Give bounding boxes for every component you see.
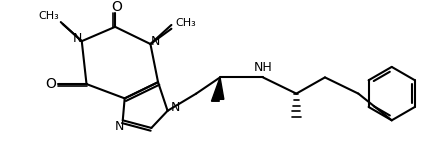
Text: NH: NH (254, 61, 272, 74)
Text: CH₃: CH₃ (175, 18, 196, 28)
Text: N: N (72, 32, 82, 45)
Text: O: O (111, 0, 122, 14)
Text: O: O (45, 77, 56, 91)
Polygon shape (216, 77, 224, 99)
Text: CH₃: CH₃ (38, 11, 59, 21)
Text: N: N (115, 120, 125, 134)
Text: N: N (151, 35, 160, 48)
Text: N: N (171, 101, 180, 114)
Polygon shape (211, 77, 220, 101)
